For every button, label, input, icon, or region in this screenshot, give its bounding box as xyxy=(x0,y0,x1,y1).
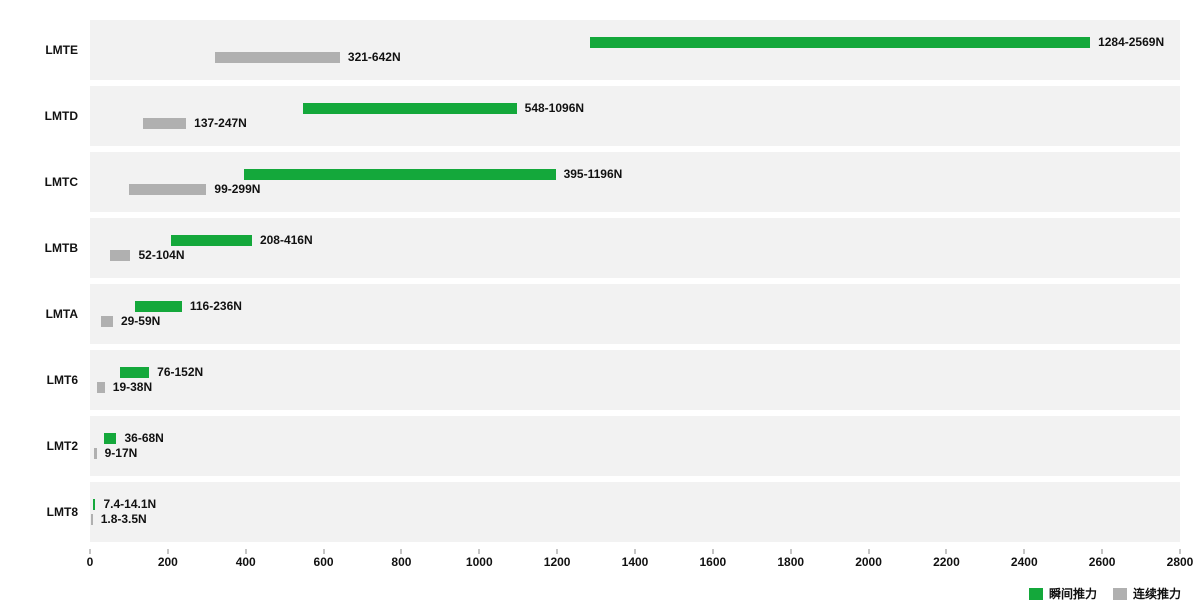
bar-continuous xyxy=(101,316,113,327)
chart-row-LMTE: LMTE1284-2569N321-642N xyxy=(90,20,1180,80)
x-tick-label: 2800 xyxy=(1167,555,1194,569)
bar-continuous-label: 99-299N xyxy=(214,182,260,196)
x-tick-label: 1000 xyxy=(466,555,493,569)
x-tick-mark xyxy=(557,549,558,554)
bar-instant xyxy=(171,235,252,246)
x-tick-label: 2600 xyxy=(1089,555,1116,569)
x-tick-label: 1800 xyxy=(777,555,804,569)
x-tick-label: 1400 xyxy=(622,555,649,569)
row-label: LMT8 xyxy=(28,505,78,519)
bar-continuous xyxy=(143,118,186,129)
bar-instant-label: 7.4-14.1N xyxy=(103,497,156,511)
bar-instant-label: 1284-2569N xyxy=(1098,35,1164,49)
row-label: LMTA xyxy=(28,307,78,321)
x-tick-label: 1200 xyxy=(544,555,571,569)
legend-swatch-continuous xyxy=(1113,588,1127,600)
bar-continuous xyxy=(215,52,340,63)
bar-instant xyxy=(135,301,182,312)
chart-row-LMTC: LMTC395-1196N99-299N xyxy=(90,152,1180,212)
chart-row-LMTA: LMTA116-236N29-59N xyxy=(90,284,1180,344)
legend-item-continuous: 连续推力 xyxy=(1113,585,1181,602)
bar-continuous xyxy=(97,382,104,393)
bar-continuous-label: 52-104N xyxy=(138,248,184,262)
x-tick-label: 1600 xyxy=(699,555,726,569)
bar-continuous-label: 9-17N xyxy=(105,446,138,460)
x-tick-label: 800 xyxy=(391,555,411,569)
x-tick-mark xyxy=(90,549,91,554)
x-tick-mark xyxy=(868,549,869,554)
bar-instant-label: 116-236N xyxy=(190,299,242,313)
bar-continuous xyxy=(129,184,207,195)
x-tick-label: 600 xyxy=(314,555,334,569)
chart-row-LMT8: LMT87.4-14.1N1.8-3.5N xyxy=(90,482,1180,542)
x-tick-label: 200 xyxy=(158,555,178,569)
bar-instant-label: 395-1196N xyxy=(564,167,623,181)
chart-row-LMTB: LMTB208-416N52-104N xyxy=(90,218,1180,278)
legend-swatch-instant xyxy=(1029,588,1043,600)
x-tick-mark xyxy=(1180,549,1181,554)
bar-instant xyxy=(244,169,556,180)
bar-continuous-label: 1.8-3.5N xyxy=(101,512,147,526)
x-tick-mark xyxy=(401,549,402,554)
bar-instant xyxy=(104,433,116,444)
chart-row-LMTD: LMTD548-1096N137-247N xyxy=(90,86,1180,146)
legend-label-continuous: 连续推力 xyxy=(1133,585,1181,602)
chart-row-LMT6: LMT676-152N19-38N xyxy=(90,350,1180,410)
legend-label-instant: 瞬间推力 xyxy=(1049,585,1097,602)
bar-instant xyxy=(590,37,1090,48)
x-tick-mark xyxy=(245,549,246,554)
x-tick-mark xyxy=(946,549,947,554)
row-label: LMTD xyxy=(28,109,78,123)
row-label: LMTB xyxy=(28,241,78,255)
legend-item-instant: 瞬间推力 xyxy=(1029,585,1097,602)
x-tick-label: 2400 xyxy=(1011,555,1038,569)
x-tick-label: 400 xyxy=(236,555,256,569)
x-tick-mark xyxy=(167,549,168,554)
x-tick-mark xyxy=(479,549,480,554)
bar-continuous-label: 29-59N xyxy=(121,314,160,328)
bar-instant xyxy=(93,499,96,510)
legend: 瞬间推力 连续推力 xyxy=(1029,585,1181,602)
row-label: LMT2 xyxy=(28,439,78,453)
row-label: LMTC xyxy=(28,175,78,189)
bar-continuous xyxy=(94,448,97,459)
bar-instant xyxy=(303,103,516,114)
x-tick-mark xyxy=(1024,549,1025,554)
chart-area: LMTE1284-2569N321-642NLMTD548-1096N137-2… xyxy=(90,20,1180,550)
x-tick-mark xyxy=(323,549,324,554)
bar-instant-label: 76-152N xyxy=(157,365,203,379)
bar-instant-label: 36-68N xyxy=(124,431,163,445)
bar-continuous-label: 19-38N xyxy=(113,380,152,394)
row-label: LMT6 xyxy=(28,373,78,387)
bar-instant-label: 548-1096N xyxy=(525,101,584,115)
x-tick-label: 2200 xyxy=(933,555,960,569)
bar-continuous xyxy=(110,250,130,261)
x-tick-label: 0 xyxy=(87,555,94,569)
chart-row-LMT2: LMT236-68N9-17N xyxy=(90,416,1180,476)
x-tick-mark xyxy=(712,549,713,554)
x-axis: 0 200 400 600 800 1000 1200 1400 1600 1800 2000 220… xyxy=(90,555,1180,575)
x-tick-mark xyxy=(635,549,636,554)
bar-continuous-label: 321-642N xyxy=(348,50,401,64)
row-label: LMTE xyxy=(28,43,78,57)
x-tick-mark xyxy=(1102,549,1103,554)
bar-continuous-label: 137-247N xyxy=(194,116,247,130)
bar-instant xyxy=(120,367,150,378)
x-tick-label: 2000 xyxy=(855,555,882,569)
bar-continuous xyxy=(91,514,93,525)
x-tick-mark xyxy=(790,549,791,554)
bar-instant-label: 208-416N xyxy=(260,233,313,247)
